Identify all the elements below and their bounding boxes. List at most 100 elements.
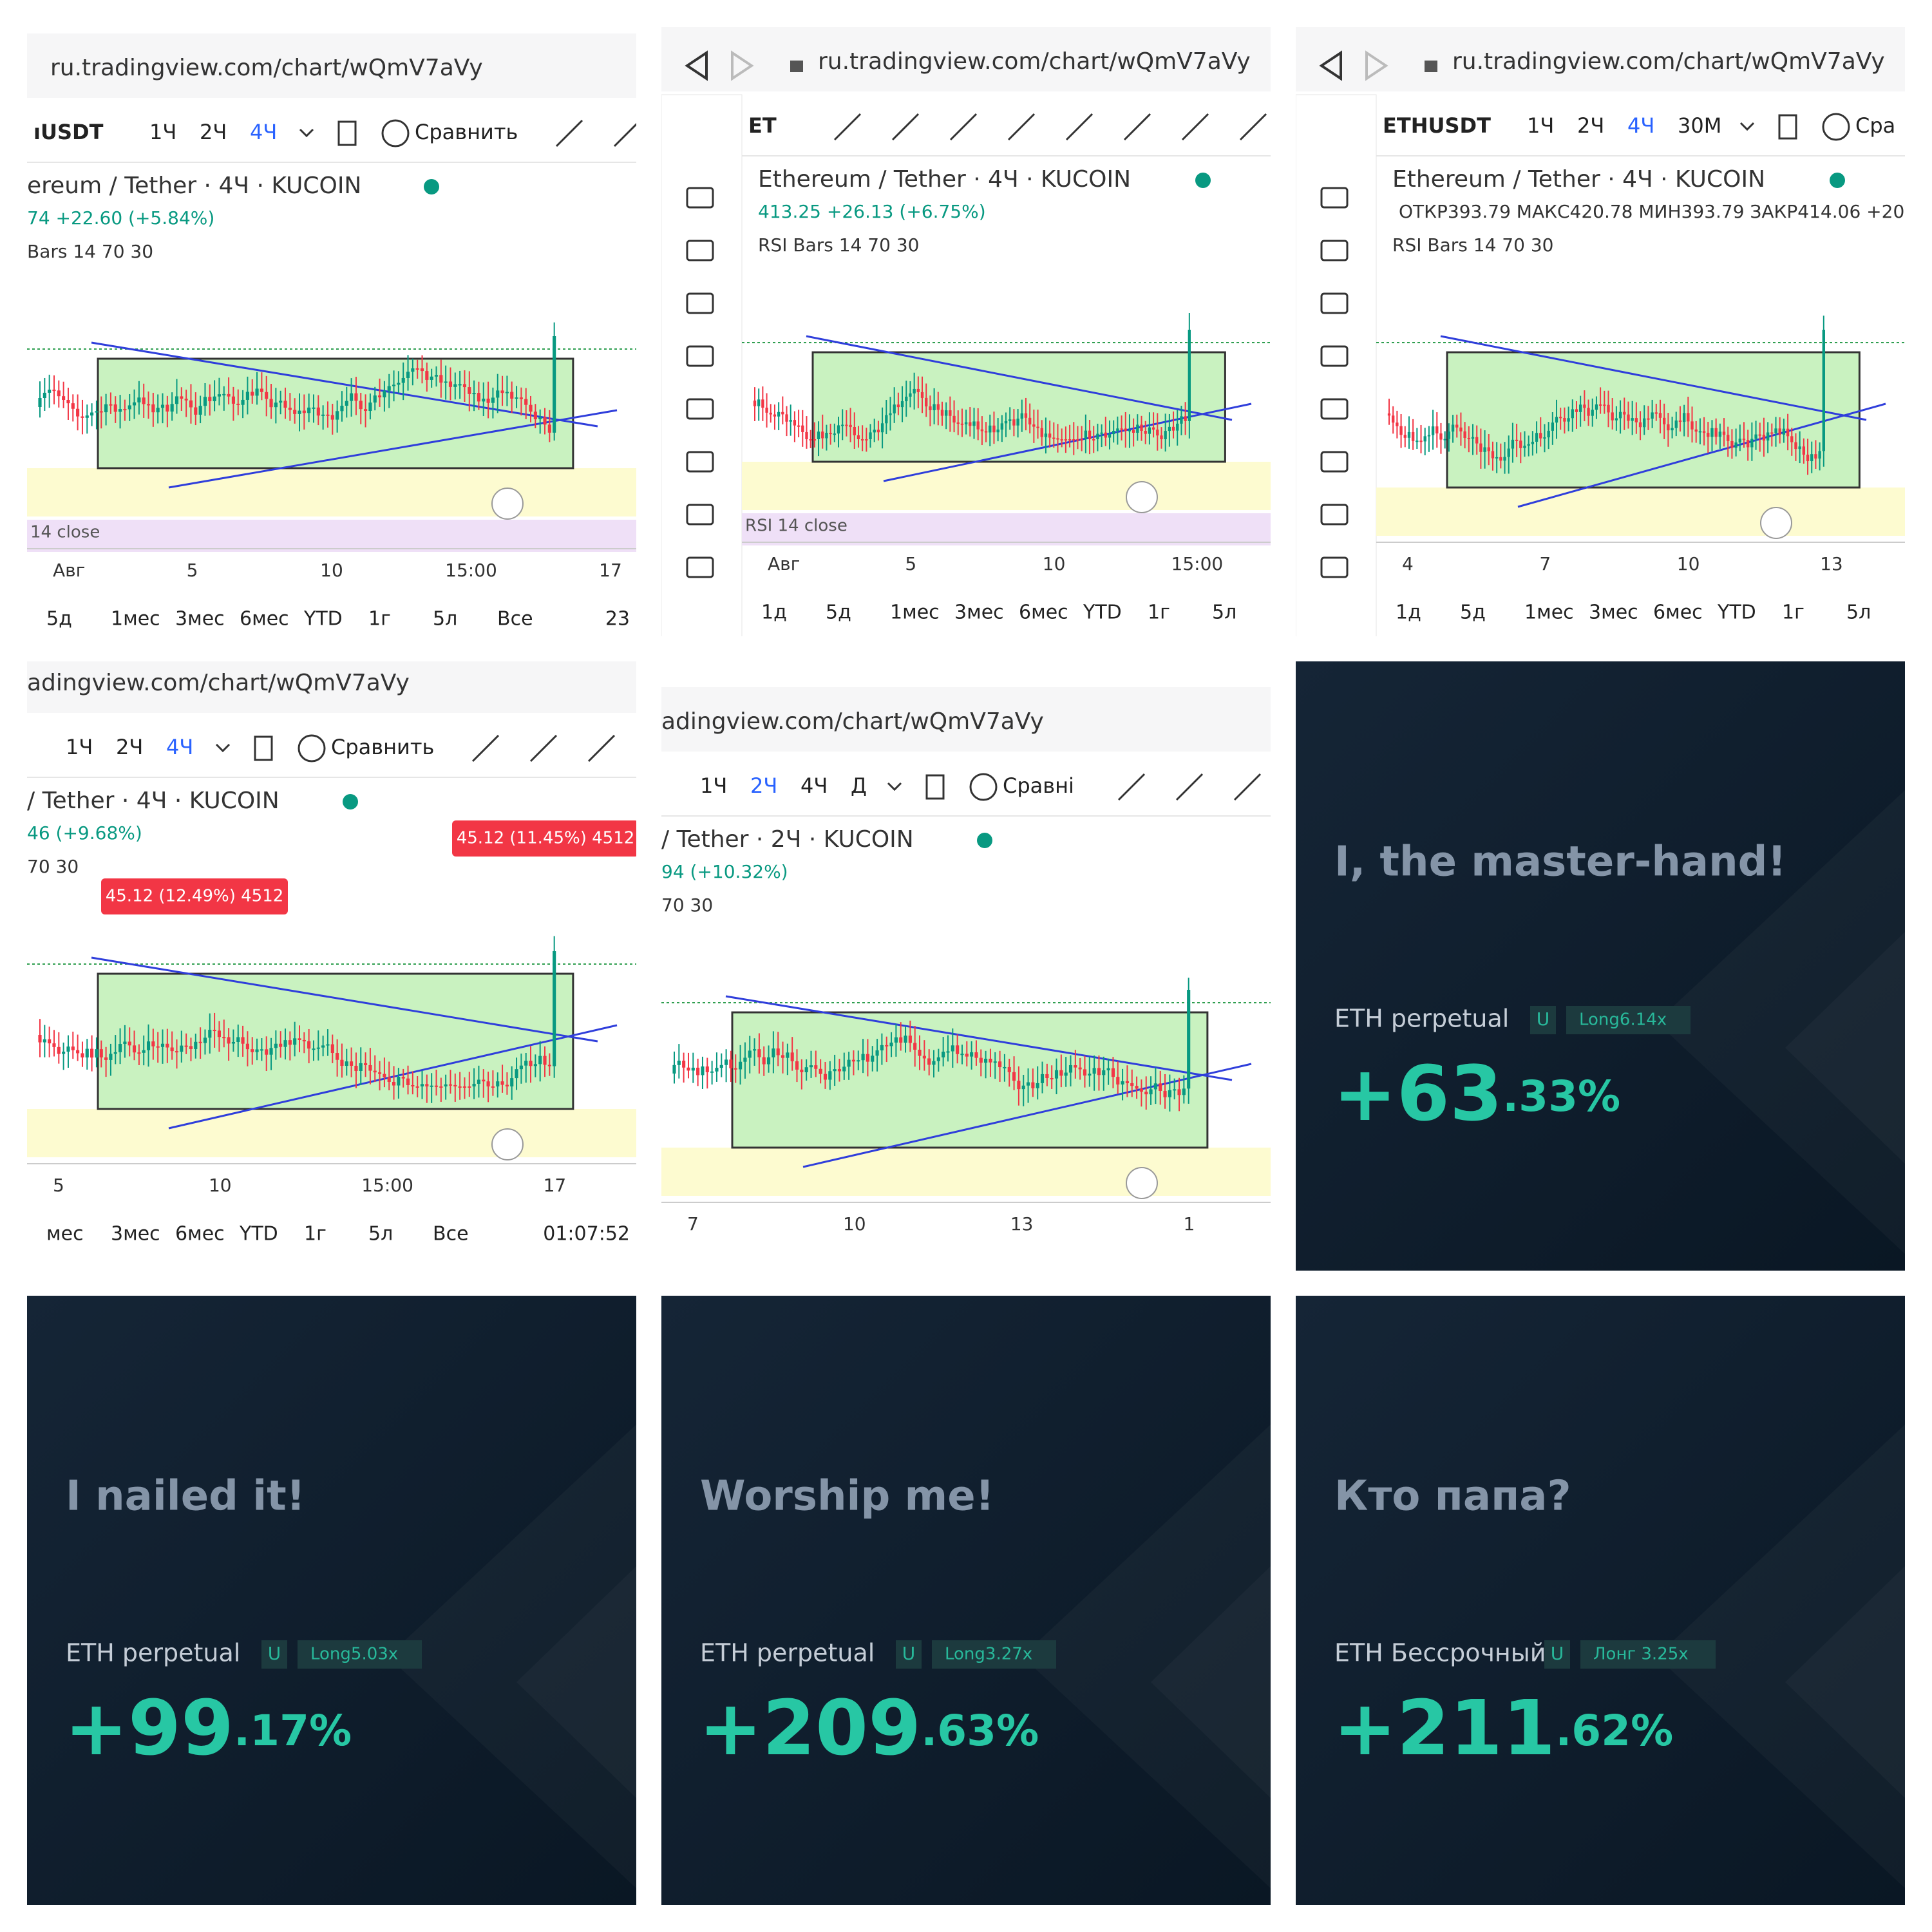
- candle-body: [786, 1052, 790, 1058]
- candle-body: [43, 392, 46, 399]
- range-button[interactable]: 5л: [368, 1223, 393, 1245]
- compare-button[interactable]: Сравнить: [331, 735, 434, 759]
- range-button[interactable]: Все: [1911, 601, 1932, 624]
- candle-body: [401, 1077, 405, 1079]
- timeframe-button[interactable]: 2Ч: [750, 773, 777, 798]
- candle-body: [1012, 1072, 1016, 1081]
- timeframe-button[interactable]: 2Ч: [1577, 113, 1604, 138]
- range-button[interactable]: 1г: [1148, 601, 1170, 624]
- range-button[interactable]: 1мес: [1524, 601, 1574, 624]
- candle-body: [354, 393, 358, 401]
- candle-body: [795, 1061, 799, 1070]
- timeframe-button[interactable]: 1Ч: [149, 120, 176, 144]
- range-button[interactable]: 3мес: [954, 601, 1004, 624]
- range-button[interactable]: 6мес: [240, 608, 289, 630]
- candle-body: [743, 1057, 747, 1062]
- candle-body: [397, 1077, 401, 1086]
- range-button[interactable]: 1д: [1396, 601, 1421, 624]
- range-button[interactable]: 6мес: [1019, 601, 1068, 624]
- drawing-tool: [1239, 113, 1267, 141]
- range-button[interactable]: 1д: [761, 601, 787, 624]
- compare-button[interactable]: Сравні: [1003, 773, 1074, 798]
- candle-body: [288, 408, 292, 410]
- pnl-card: Кто папа? ETH Бессрочный U Лонг 3.25x +211.6…: [1296, 1296, 1905, 1905]
- range-button[interactable]: 6мес: [1653, 601, 1703, 624]
- candle-body: [889, 413, 892, 415]
- candle-body: [894, 1037, 898, 1043]
- candle-body: [1571, 409, 1574, 419]
- candle-body: [217, 1030, 222, 1037]
- candle-body: [1555, 417, 1558, 423]
- timeframe-button[interactable]: 4Ч: [166, 735, 193, 759]
- timeframe-button[interactable]: 4Ч: [1627, 113, 1654, 138]
- tool-icon: [686, 240, 714, 261]
- drawing-tool: [1175, 773, 1204, 801]
- x-axis-label: 13: [1010, 1213, 1034, 1235]
- timeframe-button[interactable]: 2Ч: [200, 120, 227, 144]
- range-button[interactable]: 1г: [368, 608, 391, 630]
- timeframe-button[interactable]: 4Ч: [250, 120, 277, 144]
- pnl-decimals: .63%: [921, 1706, 1039, 1756]
- candle-body: [510, 392, 514, 399]
- ohlc-values: ОТКР393.79 МАКС420.78 МИН393.79 ЗАКР414.…: [1399, 201, 1932, 222]
- timeframe-button[interactable]: Д: [851, 773, 867, 798]
- range-button[interactable]: 1мес: [111, 608, 160, 630]
- reset-button[interactable]: [491, 1128, 524, 1160]
- compare-button[interactable]: Сравнить: [415, 120, 518, 144]
- candle-body: [970, 1052, 974, 1057]
- range-button[interactable]: YTD: [1717, 601, 1756, 624]
- range-button[interactable]: 3мес: [1589, 601, 1638, 624]
- range-button[interactable]: 1мес: [890, 601, 940, 624]
- timeframe-button[interactable]: 2Ч: [116, 735, 143, 759]
- timeframe-button[interactable]: 30М: [1678, 113, 1721, 138]
- candle-body: [1102, 1070, 1106, 1075]
- candle-body: [865, 439, 868, 440]
- timeframe-button[interactable]: 1Ч: [66, 735, 93, 759]
- candle-body: [833, 433, 836, 435]
- range-button[interactable]: 5л: [1212, 601, 1236, 624]
- candle-body: [245, 1043, 249, 1050]
- drawing-tool: [529, 734, 558, 762]
- candle-body: [1032, 424, 1036, 427]
- reset-button[interactable]: [1760, 507, 1792, 539]
- range-button[interactable]: 1г: [1782, 601, 1804, 624]
- range-button[interactable]: 1г: [304, 1223, 327, 1245]
- candle-body: [956, 1045, 960, 1054]
- range-button[interactable]: YTD: [1083, 601, 1122, 624]
- range-button[interactable]: Все: [497, 608, 533, 630]
- range-button[interactable]: YTD: [239, 1223, 278, 1245]
- leverage: Long6.14x: [1579, 1010, 1667, 1030]
- range-button[interactable]: Все: [433, 1223, 469, 1245]
- range-button[interactable]: 5л: [1846, 601, 1871, 624]
- timeframe-button[interactable]: 1Ч: [700, 773, 727, 798]
- range-button[interactable]: 3мес: [111, 1223, 160, 1245]
- timeframe-button[interactable]: 1Ч: [1527, 113, 1554, 138]
- range-button[interactable]: мес: [46, 1223, 84, 1245]
- range-button[interactable]: 3мес: [175, 608, 225, 630]
- range-button[interactable]: YTD: [303, 608, 343, 630]
- indicator-label: 70 30: [27, 856, 79, 877]
- candle-body: [538, 1056, 542, 1065]
- compare-button[interactable]: Сра: [1855, 113, 1895, 138]
- candle-body: [1738, 439, 1741, 443]
- candle-body: [1654, 412, 1658, 414]
- range-button[interactable]: 5д: [1460, 601, 1486, 624]
- reset-button[interactable]: [491, 488, 524, 520]
- candle-body: [425, 371, 429, 380]
- range-button[interactable]: 5л: [433, 608, 457, 630]
- candle-body: [942, 1052, 945, 1057]
- range-button[interactable]: 6мес: [175, 1223, 225, 1245]
- reset-button[interactable]: [1126, 1167, 1158, 1199]
- timeframe-button[interactable]: 4Ч: [800, 773, 828, 798]
- range-button[interactable]: 5д: [46, 608, 72, 630]
- candle-body: [766, 1057, 771, 1065]
- drawing-tool: [1065, 113, 1094, 141]
- tool-icon: [1320, 398, 1349, 420]
- candle-body: [142, 1050, 146, 1053]
- reset-button[interactable]: [1126, 481, 1158, 513]
- range-button[interactable]: 5д: [826, 601, 851, 624]
- chevron: [299, 128, 314, 138]
- candle-body: [765, 408, 768, 413]
- candle-body: [976, 421, 980, 430]
- candle-body: [925, 397, 928, 407]
